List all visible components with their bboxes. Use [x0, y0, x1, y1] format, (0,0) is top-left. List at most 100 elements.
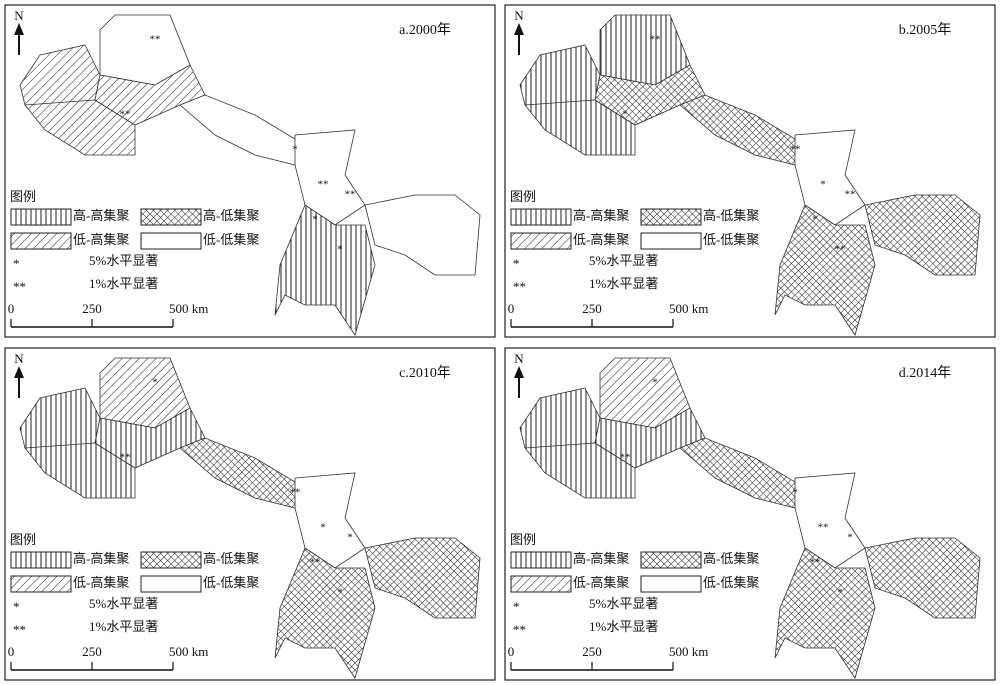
legend-label: 1%水平显著: [589, 276, 658, 291]
significance-marker: **: [120, 109, 131, 121]
north-label: N: [514, 351, 524, 366]
significance-marker: **: [818, 522, 829, 534]
scale-label: 500 km: [169, 301, 208, 316]
significance-marker: *: [792, 487, 798, 499]
legend-label: 高-低集聚: [703, 208, 759, 223]
significance-marker: **: [790, 144, 801, 156]
scale-label: 0: [508, 644, 515, 659]
significance-marker: **: [150, 34, 161, 46]
legend-label: 5%水平显著: [89, 596, 158, 611]
scale-label: 250: [82, 301, 102, 316]
scale-label: 0: [8, 644, 15, 659]
legend-symbol: *: [513, 256, 520, 271]
legend-label: 低-高集聚: [73, 575, 129, 590]
legend-label: 高-低集聚: [703, 551, 759, 566]
legend-label: 低-低集聚: [203, 575, 259, 590]
scale-label: 0: [8, 301, 15, 316]
legend-symbol: *: [513, 599, 520, 614]
significance-marker: **: [310, 557, 321, 569]
legend-label: 高-低集聚: [203, 208, 259, 223]
legend-swatch: [140, 232, 202, 250]
legend-label: 低-高集聚: [573, 575, 629, 590]
scale-label: 250: [82, 644, 102, 659]
legend-swatch: [640, 575, 702, 593]
panel-title: c.2010年: [399, 365, 451, 381]
legend-swatch: [10, 208, 72, 226]
region: [274, 547, 376, 679]
legend-title: 图例: [510, 532, 536, 547]
legend-label: 高-高集聚: [573, 208, 629, 223]
legend-title: 图例: [510, 189, 536, 204]
legend-symbol: **: [513, 279, 526, 294]
panel-title: d.2014年: [899, 365, 952, 381]
legend-swatch: [140, 208, 202, 226]
significance-marker: **: [620, 452, 631, 464]
scale-label: 500 km: [669, 301, 708, 316]
legend-swatch: [640, 232, 702, 250]
scale-label: 250: [582, 644, 602, 659]
significance-marker: **: [835, 244, 846, 256]
region: [274, 204, 376, 336]
legend-label: 低-高集聚: [73, 232, 129, 247]
north-arrowhead: [14, 23, 24, 35]
significance-marker: *: [337, 244, 343, 256]
region: [774, 204, 876, 336]
significance-marker: **: [318, 179, 329, 191]
legend-label: 低-低集聚: [203, 232, 259, 247]
significance-marker: **: [845, 189, 856, 201]
significance-marker: *: [820, 179, 826, 191]
significance-marker: *: [812, 214, 818, 226]
region: [794, 129, 866, 226]
legend-swatch: [640, 208, 702, 226]
legend-label: 5%水平显著: [589, 253, 658, 268]
legend-label: 高-高集聚: [573, 551, 629, 566]
legend-label: 5%水平显著: [89, 253, 158, 268]
legend-swatch: [510, 575, 572, 593]
legend-swatch: [140, 575, 202, 593]
scale-label: 500 km: [669, 644, 708, 659]
legend-swatch: [10, 551, 72, 569]
legend-swatch: [510, 208, 572, 226]
region: [864, 537, 981, 619]
legend-swatch: [140, 551, 202, 569]
scale-label: 500 km: [169, 644, 208, 659]
north-arrowhead: [514, 23, 524, 35]
legend-symbol: *: [13, 256, 20, 271]
legend-label: 低-高集聚: [573, 232, 629, 247]
significance-marker: **: [290, 487, 301, 499]
significance-marker: **: [810, 557, 821, 569]
region: [364, 194, 481, 276]
panel-title: a.2000年: [399, 22, 451, 38]
legend-symbol: **: [513, 622, 526, 637]
legend-symbol: *: [13, 599, 20, 614]
significance-marker: *: [320, 522, 326, 534]
legend-label: 低-低集聚: [703, 232, 759, 247]
legend-label: 高-高集聚: [73, 208, 129, 223]
region: [864, 194, 981, 276]
legend-label: 1%水平显著: [89, 276, 158, 291]
legend-swatch: [10, 232, 72, 250]
significance-marker: **: [650, 34, 661, 46]
north-arrowhead: [14, 366, 24, 378]
significance-marker: *: [652, 377, 658, 389]
legend-symbol: **: [13, 279, 26, 294]
north-label: N: [14, 351, 24, 366]
region: [364, 537, 481, 619]
panel-title: b.2005年: [899, 22, 952, 38]
north-label: N: [514, 8, 524, 23]
legend-swatch: [640, 551, 702, 569]
scale-label: 0: [508, 301, 515, 316]
legend-symbol: **: [13, 622, 26, 637]
significance-marker: *: [337, 587, 343, 599]
scale-label: 250: [582, 301, 602, 316]
legend-swatch: [510, 551, 572, 569]
region: [294, 472, 366, 569]
legend-title: 图例: [10, 532, 36, 547]
legend-label: 高-低集聚: [203, 551, 259, 566]
region: [294, 129, 366, 226]
significance-marker: **: [120, 452, 131, 464]
